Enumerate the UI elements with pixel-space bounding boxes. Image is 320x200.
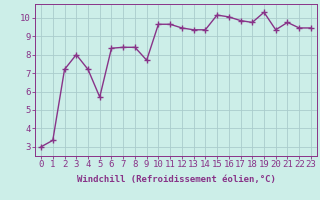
X-axis label: Windchill (Refroidissement éolien,°C): Windchill (Refroidissement éolien,°C): [76, 175, 276, 184]
